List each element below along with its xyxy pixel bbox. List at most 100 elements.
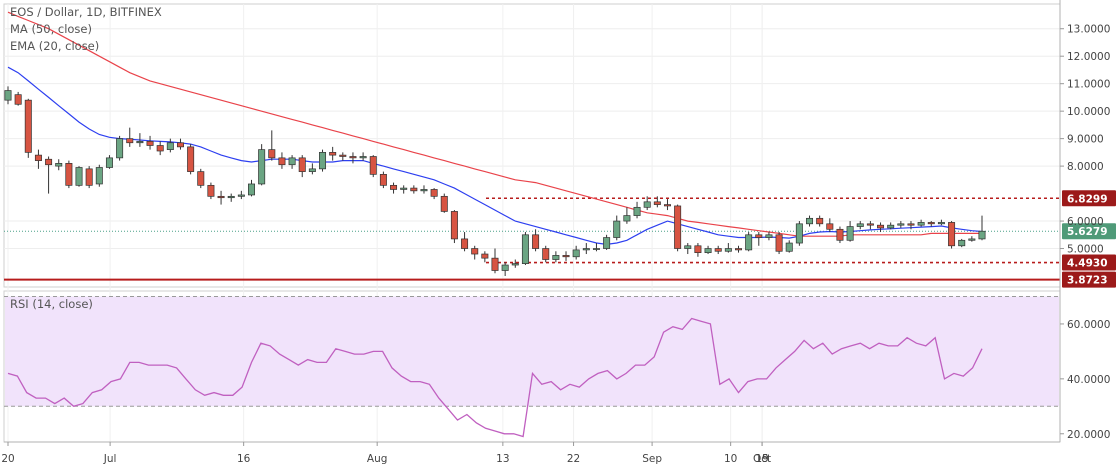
candle-body — [471, 248, 479, 255]
price-label-text: 3.8723 — [1067, 275, 1108, 287]
candle-body — [826, 223, 834, 230]
rsi-tick-label: 40.0000 — [1067, 374, 1110, 386]
candle-body — [948, 222, 956, 247]
candle-body — [288, 157, 296, 166]
candles-layer — [4, 86, 986, 277]
candle-body — [521, 234, 529, 264]
price-tick-label: 13.0000 — [1067, 24, 1110, 36]
candle-body — [400, 187, 408, 190]
price-tick-label: 10.0000 — [1067, 106, 1110, 118]
candle-body — [704, 248, 712, 254]
rsi-legend: RSI (14, close) — [10, 297, 93, 311]
candle-body — [623, 215, 631, 222]
levels-layer: 6.8299 5.6279 4.4930 3.8723 — [4, 190, 1116, 288]
candle-body — [176, 142, 184, 148]
price-label-box — [1062, 271, 1116, 288]
candle-body — [34, 154, 42, 161]
candle-body — [268, 149, 276, 159]
candle-body — [501, 264, 509, 271]
candle-body — [339, 154, 347, 157]
candle-body — [958, 239, 966, 247]
candle-body — [511, 263, 519, 266]
price-label-text: 6.8299 — [1067, 193, 1108, 205]
candle-body — [795, 223, 803, 244]
candle-body — [55, 163, 63, 167]
candle-body — [917, 222, 925, 226]
candle-body — [450, 211, 458, 240]
candle-body — [775, 234, 783, 252]
rsi-panel — [4, 295, 1060, 438]
candle-body — [85, 168, 93, 186]
candle-body — [24, 99, 32, 153]
legend-ema: EMA (20, close) — [10, 39, 100, 53]
candle-body — [968, 238, 976, 241]
rsi-band — [5, 296, 1059, 407]
candle-body — [978, 230, 986, 240]
time-tick-label: Aug — [367, 453, 388, 465]
time-tick-label: 10 — [724, 453, 737, 465]
time-tick-label: 16 — [237, 453, 251, 465]
candle-body — [45, 158, 53, 166]
time-tick-label: 19 — [755, 453, 768, 465]
candle-body — [897, 223, 905, 226]
price-tick-label: 12.0000 — [1067, 51, 1110, 63]
candle-body — [207, 184, 215, 197]
price-label-text: 4.4930 — [1067, 258, 1108, 270]
candle-body — [633, 206, 641, 216]
candle-body — [75, 167, 83, 186]
candle-body — [136, 141, 144, 144]
ema-20-line — [7, 66, 983, 246]
ma-50-line — [7, 11, 982, 237]
candle-body — [227, 195, 235, 199]
candle-body — [197, 171, 205, 186]
time-tick-label: Oct — [753, 453, 771, 465]
candle-body — [329, 152, 337, 156]
candle-body — [674, 205, 682, 249]
price-label-text: 5.6279 — [1067, 226, 1108, 238]
candle-body — [724, 248, 732, 252]
price-label-box — [1062, 254, 1116, 271]
price-label-box — [1062, 190, 1116, 207]
candle-body — [572, 249, 580, 258]
candle-body — [816, 217, 824, 225]
price-tick-label: 8.0000 — [1067, 161, 1104, 173]
candle-body — [937, 222, 945, 225]
candle-body — [420, 189, 428, 192]
candle-body — [166, 142, 174, 150]
candle-body — [14, 94, 22, 105]
candle-body — [927, 222, 935, 225]
candle-body — [258, 149, 266, 185]
candle-body — [308, 168, 316, 172]
candle-body — [887, 224, 895, 229]
candle-body — [663, 204, 671, 207]
candle-body — [653, 201, 661, 205]
candle-body — [146, 141, 154, 146]
candle-body — [248, 183, 255, 196]
candle-body — [319, 152, 327, 170]
candle-body — [592, 248, 600, 250]
candle-body — [481, 253, 489, 259]
candle-body — [542, 248, 550, 260]
candle-body — [866, 223, 874, 226]
candle-body — [359, 156, 367, 159]
time-tick-label: Jul — [103, 453, 117, 465]
candle-body — [65, 163, 73, 186]
candle-body — [298, 157, 306, 172]
candle-body — [684, 245, 692, 249]
candle-body — [369, 156, 377, 175]
candle-body — [643, 201, 651, 208]
candle-body — [765, 234, 773, 238]
candle-body — [390, 184, 398, 190]
candle-body — [237, 194, 245, 197]
legend-ma: MA (50, close) — [10, 22, 92, 36]
price-label-box — [1062, 223, 1116, 240]
time-tick-label: 13 — [496, 453, 509, 465]
candle-body — [491, 257, 499, 271]
candle-body — [126, 138, 134, 144]
rsi-line — [7, 317, 983, 438]
candle-body — [836, 228, 844, 241]
candle-body — [349, 156, 357, 159]
price-tick-label: 9.0000 — [1067, 134, 1104, 146]
